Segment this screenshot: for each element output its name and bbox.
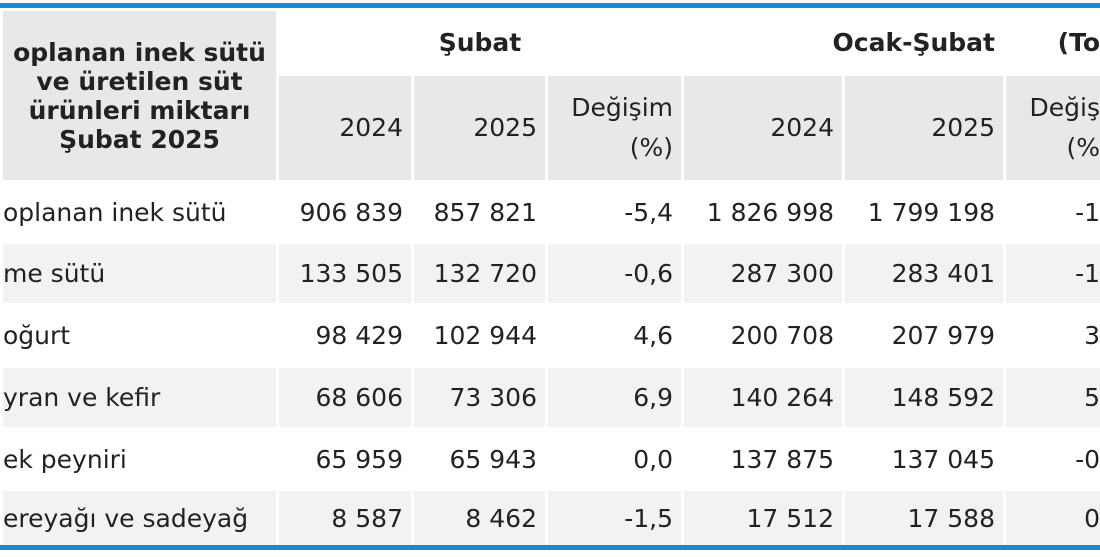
row-label: oplanan inek sütü <box>0 180 279 244</box>
table-row: oplanan inek sütü 906 839 857 821 -5,4 1 826… <box>0 180 1100 244</box>
cell-value: 137 875 <box>681 427 845 491</box>
row-label: ek peyniri <box>0 427 279 491</box>
cell-value: -5,4 <box>545 180 684 244</box>
cell-value: 17 512 <box>681 488 845 549</box>
table-row: oğurt 98 429 102 944 4,6 200 708 207 979 3 <box>0 303 1100 368</box>
column-header: 2025 <box>842 73 1006 183</box>
column-header: 2025 <box>411 73 548 183</box>
column-header-line: (% <box>1066 133 1100 162</box>
column-header: 2024 <box>276 73 414 183</box>
column-header: 2024 <box>681 73 845 183</box>
cell-value: 148 592 <box>842 365 1006 430</box>
cell-value: 283 401 <box>842 241 1006 306</box>
cell-value: 1 826 998 <box>681 180 845 244</box>
cell-value: 137 045 <box>842 427 1006 491</box>
cell-value: 8 587 <box>276 488 414 549</box>
cell-value: 0 <box>1003 488 1100 549</box>
cell-value: 73 306 <box>411 365 548 430</box>
group-header: (To <box>1003 8 1100 76</box>
column-header: Değişim (%) <box>545 73 684 183</box>
column-header-line: 2024 <box>339 113 403 142</box>
cell-value: 3 <box>1003 303 1100 368</box>
cell-value: 98 429 <box>276 303 414 368</box>
cell-value: 200 708 <box>681 303 845 368</box>
cell-value: 4,6 <box>545 303 684 368</box>
cell-value: -1 <box>1003 180 1100 244</box>
cell-value: -1 <box>1003 241 1100 306</box>
table-row: yran ve kefir 68 606 73 306 6,9 140 264 148 5… <box>0 365 1100 430</box>
cell-value: 906 839 <box>276 180 414 244</box>
cell-value: 6,9 <box>545 365 684 430</box>
row-label: oğurt <box>0 303 279 368</box>
cell-value: 17 588 <box>842 488 1006 549</box>
table-row: ereyağı ve sadeyağ 8 587 8 462 -1,5 17 512 17… <box>0 488 1100 549</box>
group-header: Şubat <box>276 8 684 76</box>
cell-value: 0,0 <box>545 427 684 491</box>
column-header-line: Değişim <box>571 93 673 122</box>
column-header: Değiş (% <box>1003 73 1100 183</box>
data-table: oplanan inek sütü ve üretilen süt ürünle… <box>0 8 1100 549</box>
title-line: ürünleri miktarı <box>28 95 251 125</box>
column-header-line: 2025 <box>473 113 537 142</box>
cell-value: 133 505 <box>276 241 414 306</box>
cell-value: -0,6 <box>545 241 684 306</box>
bottom-border <box>0 545 1100 550</box>
cell-value: 68 606 <box>276 365 414 430</box>
cell-value: 102 944 <box>411 303 548 368</box>
cell-value: -1,5 <box>545 488 684 549</box>
cell-value: 65 943 <box>411 427 548 491</box>
cell-value: 207 979 <box>842 303 1006 368</box>
cell-value: 287 300 <box>681 241 845 306</box>
cell-value: 857 821 <box>411 180 548 244</box>
column-header-line: 2024 <box>770 113 834 142</box>
title-line: ve üretilen süt <box>36 66 243 96</box>
column-header-line: (%) <box>629 133 673 162</box>
table-row: ek peyniri 65 959 65 943 0,0 137 875 137 045-… <box>0 427 1100 491</box>
cell-value: 5 <box>1003 365 1100 430</box>
top-border <box>0 3 1100 8</box>
cell-value: -0 <box>1003 427 1100 491</box>
row-label: yran ve kefir <box>0 365 279 430</box>
column-header-line: 2025 <box>931 113 995 142</box>
column-header-line: Değiş <box>1029 93 1100 122</box>
row-label: ereyağı ve sadeyağ <box>0 488 279 549</box>
row-label: me sütü <box>0 241 279 306</box>
title-line: Şubat 2025 <box>59 124 220 154</box>
cell-value: 140 264 <box>681 365 845 430</box>
title-cell: oplanan inek sütü ve üretilen süt ürünle… <box>0 8 279 183</box>
cell-value: 65 959 <box>276 427 414 491</box>
table-row: me sütü 133 505 132 720 -0,6 287 300 283 401-… <box>0 241 1100 306</box>
group-header: Ocak-Şubat <box>681 8 1006 76</box>
cell-value: 8 462 <box>411 488 548 549</box>
cell-value: 1 799 198 <box>842 180 1006 244</box>
cell-value: 132 720 <box>411 241 548 306</box>
title-line: oplanan inek sütü <box>13 37 266 67</box>
